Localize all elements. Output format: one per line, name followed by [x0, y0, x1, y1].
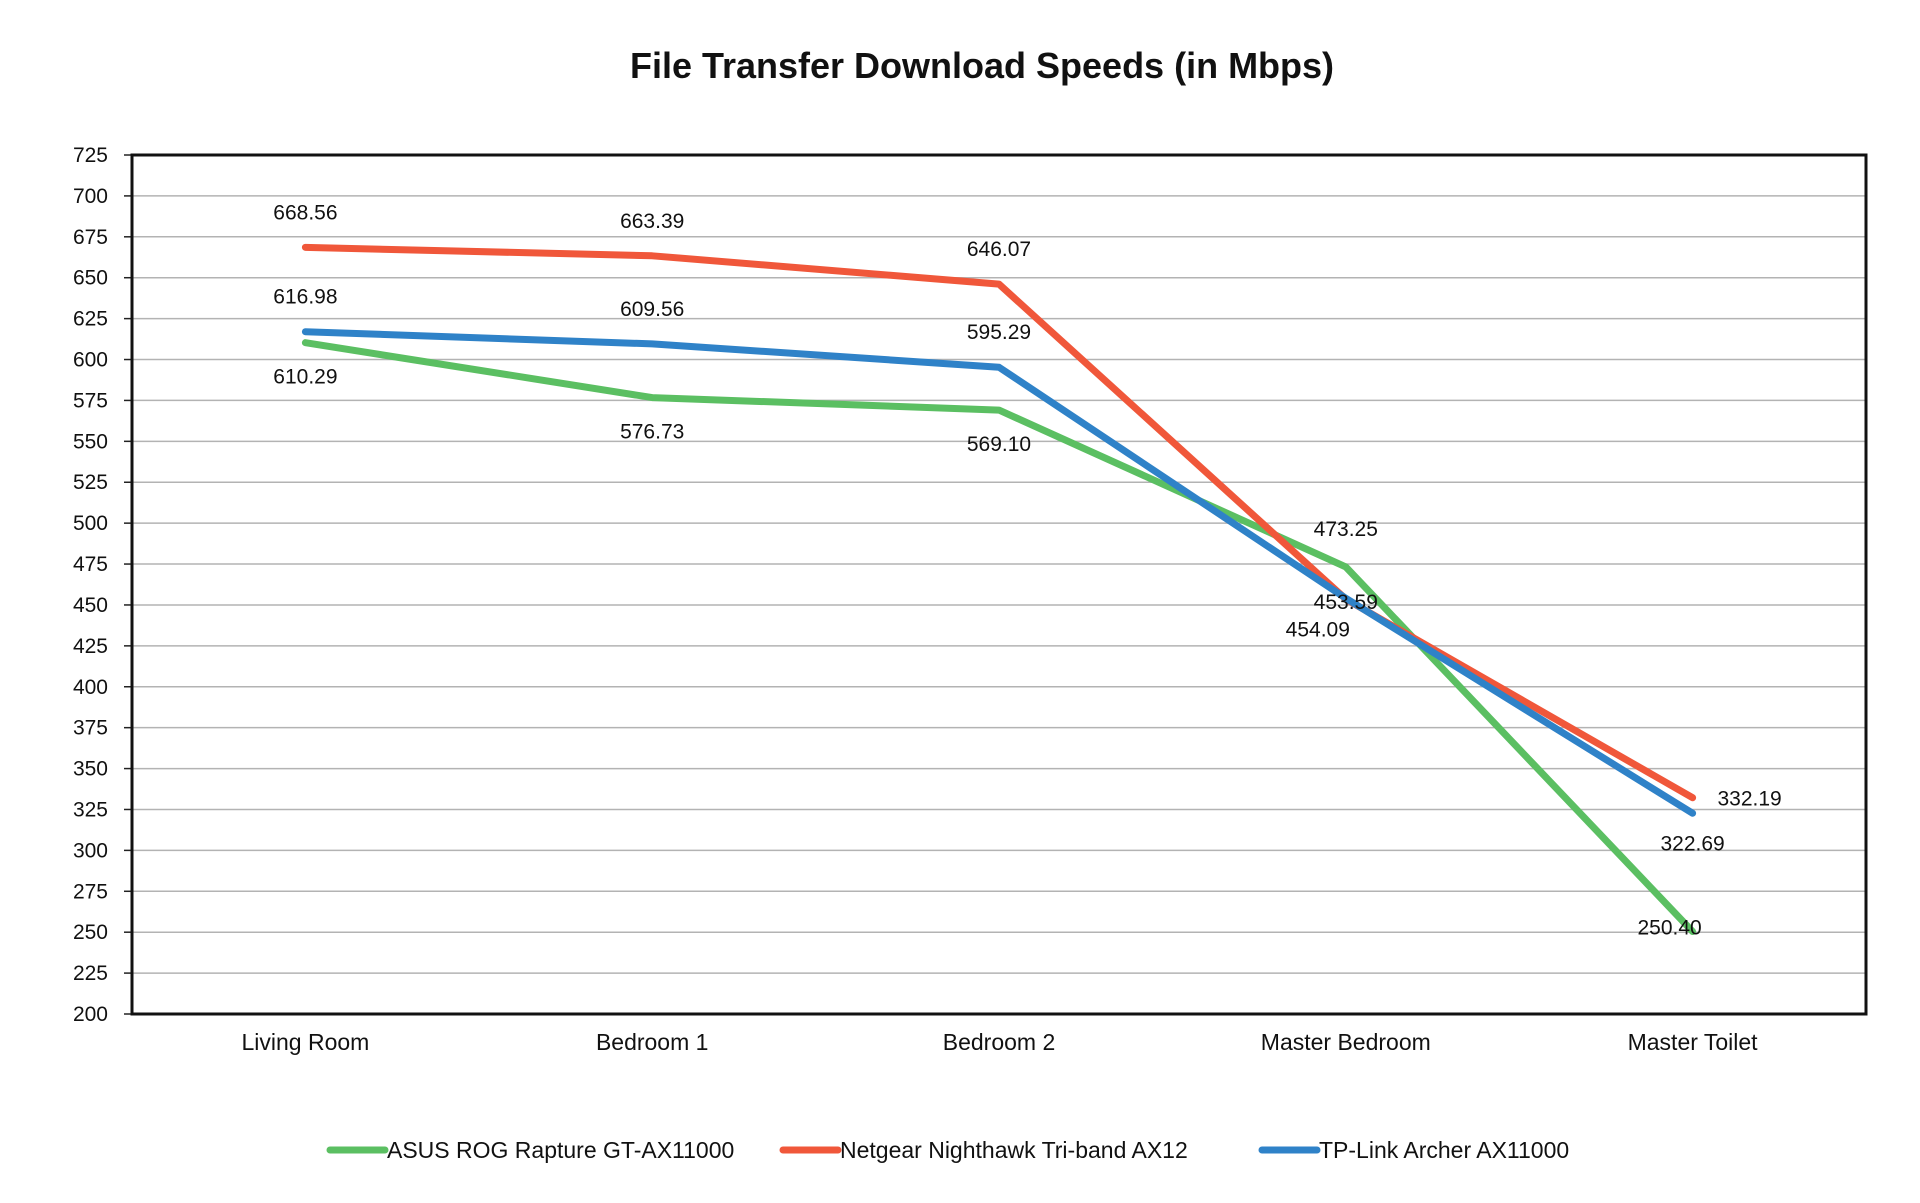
y-tick-label: 350 [73, 758, 108, 781]
chart-title: File Transfer Download Speeds (in Mbps) [630, 45, 1334, 86]
x-tick-label: Bedroom 1 [596, 1029, 709, 1055]
data-label: 663.39 [620, 210, 684, 233]
y-tick-label: 525 [73, 471, 108, 494]
data-point [302, 329, 308, 335]
data-label: 609.56 [620, 298, 684, 321]
x-tick-label: Master Bedroom [1261, 1029, 1431, 1055]
data-label: 569.10 [967, 433, 1031, 456]
data-point [996, 281, 1002, 287]
y-tick-label: 450 [73, 594, 108, 617]
data-point [1690, 795, 1696, 801]
series-line-3 [301, 328, 1697, 817]
data-label: 250.40 [1637, 917, 1701, 940]
data-label: 646.07 [967, 238, 1031, 261]
data-point [649, 253, 655, 259]
x-tick-label: Master Toilet [1628, 1029, 1759, 1055]
data-point [996, 364, 1002, 370]
y-tick-label: 550 [73, 430, 108, 453]
y-tick-label: 225 [73, 962, 108, 985]
y-tick-label: 575 [73, 389, 108, 412]
data-point [302, 340, 308, 346]
data-label: 668.56 [273, 201, 337, 224]
y-tick-label: 275 [73, 880, 108, 903]
data-label: 473.25 [1314, 518, 1378, 541]
y-tick-label: 700 [73, 185, 108, 208]
data-point [1343, 595, 1349, 601]
legend-label: ASUS ROG Rapture GT-AX11000 [387, 1137, 734, 1163]
data-point [649, 341, 655, 347]
data-label: 616.98 [273, 286, 337, 309]
x-tick-label: Bedroom 2 [943, 1029, 1056, 1055]
data-label: 610.29 [273, 366, 337, 389]
y-tick-label: 600 [73, 349, 108, 372]
data-point [996, 407, 1002, 413]
legend-label: Netgear Nighthawk Tri-band AX12 [840, 1137, 1188, 1163]
series-line-1 [301, 339, 1697, 936]
data-point [1690, 810, 1696, 816]
y-tick-label: 500 [73, 512, 108, 535]
data-point [1343, 564, 1349, 570]
y-tick-label: 300 [73, 839, 108, 862]
x-tick-label: Living Room [241, 1029, 369, 1055]
data-label: 576.73 [620, 421, 684, 444]
data-point [302, 244, 308, 250]
legend-label: TP-Link Archer AX11000 [1319, 1137, 1569, 1163]
y-tick-label: 650 [73, 267, 108, 290]
data-label: 453.59 [1314, 591, 1378, 614]
y-tick-label: 325 [73, 798, 108, 821]
data-point [649, 395, 655, 401]
data-label: 332.19 [1717, 788, 1781, 811]
y-tick-label: 425 [73, 635, 108, 658]
y-tick-label: 250 [73, 921, 108, 944]
data-label: 322.69 [1660, 832, 1724, 855]
y-tick-label: 625 [73, 308, 108, 331]
data-point [1690, 929, 1696, 935]
y-tick-label: 475 [73, 553, 108, 576]
data-label: 454.09 [1286, 618, 1350, 641]
y-tick-label: 400 [73, 676, 108, 699]
y-tick-label: 200 [73, 1003, 108, 1026]
y-tick-label: 725 [73, 144, 108, 167]
plot-area-border [130, 153, 1868, 1016]
y-tick-label: 375 [73, 717, 108, 740]
y-tick-label: 675 [73, 226, 108, 249]
data-label: 595.29 [967, 321, 1031, 344]
